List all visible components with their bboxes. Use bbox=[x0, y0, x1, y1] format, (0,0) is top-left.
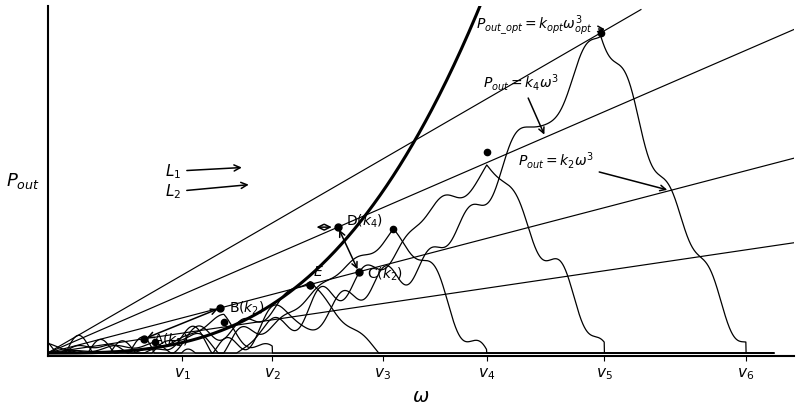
Text: A($k_1$): A($k_1$) bbox=[153, 332, 188, 349]
Text: E: E bbox=[314, 265, 322, 279]
Text: C($k_2$): C($k_2$) bbox=[367, 266, 403, 283]
Text: $P_{out}=k_4\omega^3$: $P_{out}=k_4\omega^3$ bbox=[483, 72, 559, 133]
Text: D($k_4$): D($k_4$) bbox=[346, 213, 383, 230]
Text: $L_2$: $L_2$ bbox=[165, 183, 247, 201]
Text: $P_{out}=k_2\omega^3$: $P_{out}=k_2\omega^3$ bbox=[518, 150, 666, 191]
Text: $P_{out\_opt}=k_{opt}\omega_{opt}^3$: $P_{out\_opt}=k_{opt}\omega_{opt}^3$ bbox=[476, 14, 603, 38]
Text: B($k_2$): B($k_2$) bbox=[229, 300, 265, 317]
Text: $L_1$: $L_1$ bbox=[165, 162, 240, 180]
Y-axis label: $P_{out}$: $P_{out}$ bbox=[6, 171, 39, 191]
X-axis label: $\omega$: $\omega$ bbox=[412, 387, 430, 407]
